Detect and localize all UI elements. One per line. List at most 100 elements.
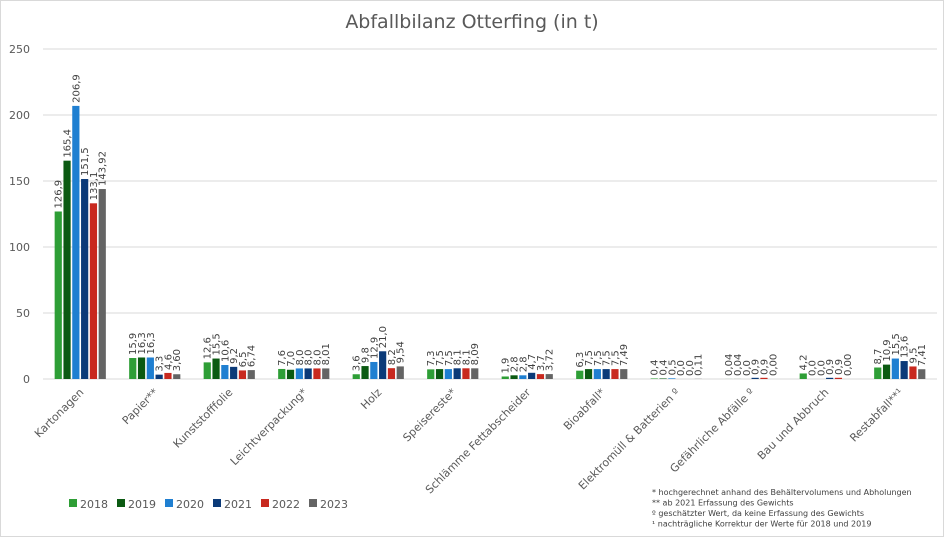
x-axis: Kartonagen Papier** KunststofffolieLeichtv… xyxy=(32,386,906,497)
data-label: 6,5 xyxy=(238,352,249,368)
legend-swatch xyxy=(261,499,269,507)
category-label: Bau und Abbruch xyxy=(755,386,832,463)
bar xyxy=(650,378,658,379)
bar xyxy=(536,374,545,379)
bar xyxy=(313,368,321,379)
data-label: 4,7 xyxy=(527,354,538,370)
data-label: 3,3 xyxy=(155,356,166,372)
data-label: 0,5 xyxy=(667,359,678,375)
bar xyxy=(882,364,891,379)
data-label: 9,5 xyxy=(908,348,919,364)
legend-label: 2021 xyxy=(224,498,252,511)
data-label: 7,6 xyxy=(277,350,288,366)
category-label: Kunststofffolie xyxy=(171,386,236,451)
bar xyxy=(63,160,71,379)
data-label: 7,5 xyxy=(610,350,621,366)
data-label: 6,3 xyxy=(575,352,586,368)
data-label: 0,4 xyxy=(650,360,661,376)
bar xyxy=(760,377,768,379)
data-label: 2,8 xyxy=(510,356,521,372)
bar xyxy=(435,369,444,379)
data-label: 3,6 xyxy=(352,355,363,371)
y-tick-label: 0 xyxy=(23,373,30,386)
data-label: 7,0 xyxy=(286,351,297,367)
bar xyxy=(584,369,593,379)
y-tick-label: 50 xyxy=(16,307,30,320)
bar xyxy=(387,368,396,379)
bar xyxy=(891,358,899,379)
bar xyxy=(238,370,247,379)
bar xyxy=(221,365,229,379)
bars xyxy=(54,105,926,379)
bar xyxy=(874,367,882,379)
legend-label: 2019 xyxy=(128,498,156,511)
bar xyxy=(396,366,404,379)
data-label: 0,0 xyxy=(742,360,753,376)
y-tick-label: 250 xyxy=(9,43,30,56)
data-label: 8,01 xyxy=(321,343,332,365)
data-label: 12,6 xyxy=(203,337,214,359)
bar xyxy=(545,374,553,379)
bar xyxy=(471,368,479,379)
bar xyxy=(89,203,98,379)
bar xyxy=(834,377,843,379)
bar xyxy=(379,351,387,379)
data-label: 133,1 xyxy=(89,172,100,201)
data-label: 0,00 xyxy=(768,354,779,376)
bar xyxy=(230,366,238,379)
data-label: 3,60 xyxy=(172,349,183,371)
bar xyxy=(501,376,509,379)
category-label: Speisereste* xyxy=(400,386,459,445)
chart-title: Abfallbilanz Otterfing (in t) xyxy=(345,11,598,33)
data-label: 143,92 xyxy=(98,151,109,186)
bar xyxy=(918,369,926,379)
bar xyxy=(611,369,619,379)
bar xyxy=(81,179,89,379)
data-label: 21,0 xyxy=(378,326,389,348)
bar xyxy=(444,369,452,379)
data-label: 0,0 xyxy=(676,360,687,376)
category-label: Leichtverpackung* xyxy=(228,386,310,468)
category-label: Papier** xyxy=(120,386,162,428)
data-label: 0,04 xyxy=(733,354,744,376)
bar xyxy=(510,375,518,379)
data-label: 206,9 xyxy=(71,74,82,103)
bar xyxy=(155,374,163,379)
data-label: 7,5 xyxy=(444,350,455,366)
data-label: 0,11 xyxy=(694,354,705,376)
data-label: 8,1 xyxy=(461,349,472,365)
data-label: 126,9 xyxy=(54,180,65,209)
data-label: 8,09 xyxy=(470,343,481,365)
data-label: 7,3 xyxy=(426,350,437,366)
data-label: 12,9 xyxy=(369,337,380,359)
data-label: 10,6 xyxy=(220,340,231,362)
bar xyxy=(322,368,330,379)
bar xyxy=(286,369,295,379)
legend-label: 2023 xyxy=(320,498,348,511)
data-label: 165,4 xyxy=(63,129,74,158)
bar xyxy=(304,368,312,379)
legend-label: 2018 xyxy=(80,498,108,511)
data-label: 16,3 xyxy=(137,332,148,354)
bar xyxy=(370,361,378,379)
data-label: 0,0 xyxy=(685,360,696,376)
data-label: 9,54 xyxy=(396,341,407,363)
bar xyxy=(54,211,62,379)
data-label: 3,7 xyxy=(536,355,547,371)
legend-swatch xyxy=(165,499,173,507)
bar xyxy=(751,377,759,379)
bar xyxy=(519,375,527,379)
bar xyxy=(528,372,536,379)
bar xyxy=(900,361,908,379)
data-label: 4,2 xyxy=(799,355,810,371)
data-label: 9,8 xyxy=(361,347,372,363)
y-tick-label: 200 xyxy=(9,109,30,122)
bar xyxy=(427,369,435,379)
data-label: 7,5 xyxy=(593,350,604,366)
bar xyxy=(129,358,137,379)
data-label: 15,5 xyxy=(212,333,223,355)
bar xyxy=(576,370,584,379)
data-label: 15,9 xyxy=(128,333,139,355)
bar xyxy=(620,369,628,379)
